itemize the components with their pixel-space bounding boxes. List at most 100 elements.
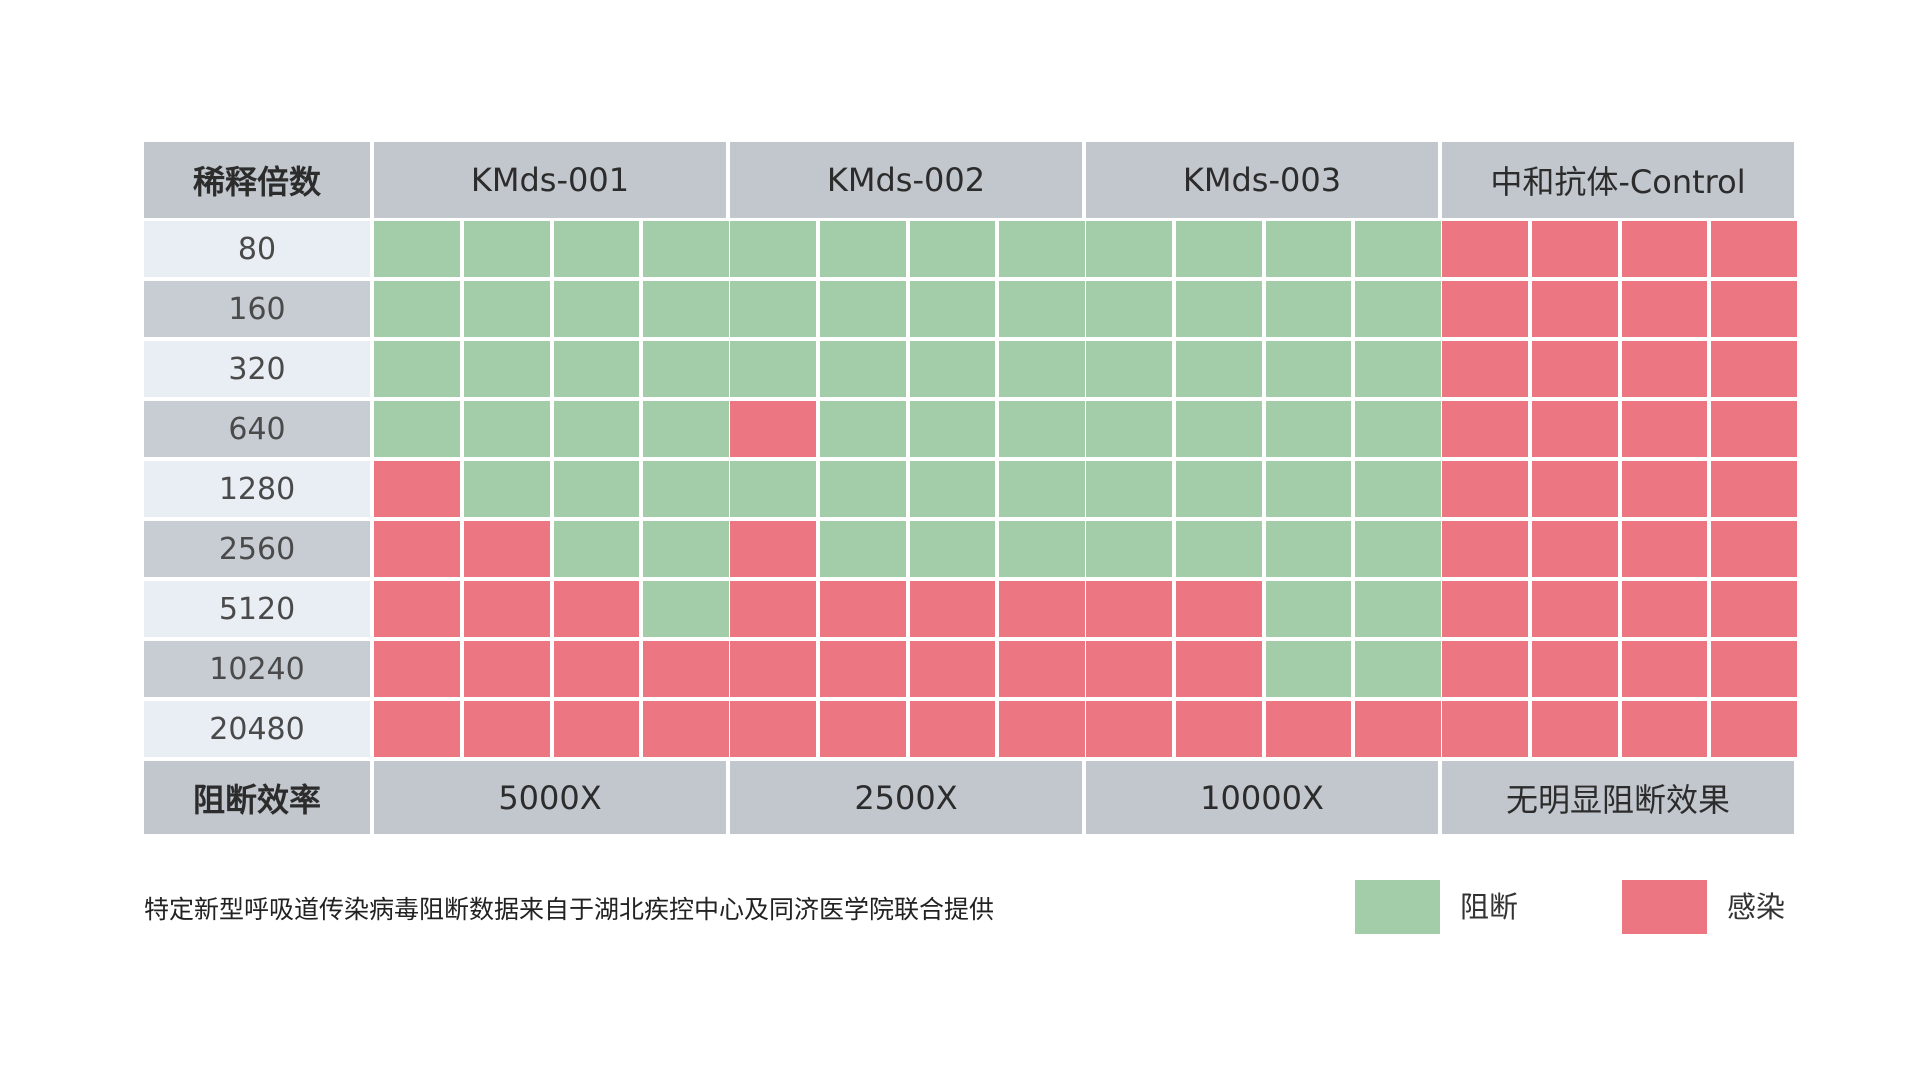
- well-infected: [553, 581, 640, 637]
- well-blocked: [1265, 281, 1352, 337]
- well-blocked: [1265, 581, 1352, 637]
- well-blocked: [553, 221, 640, 277]
- well-blocked: [553, 401, 640, 457]
- well-blocked: [1265, 401, 1352, 457]
- well-blocked: [819, 221, 906, 277]
- blocking-efficiency-value: 2500X: [730, 761, 1082, 834]
- well-infected: [1711, 401, 1798, 457]
- well-blocked: [643, 341, 730, 397]
- well-infected: [1621, 341, 1708, 397]
- well-infected: [1711, 581, 1798, 637]
- well-infected: [1086, 641, 1172, 697]
- well-blocked: [999, 341, 1086, 397]
- well-blocked: [1355, 461, 1442, 517]
- well-blocked: [374, 401, 460, 457]
- well-blocked: [463, 401, 550, 457]
- well-infected: [1442, 401, 1528, 457]
- well-infected: [819, 581, 906, 637]
- well-infected: [1621, 281, 1708, 337]
- well-infected: [1711, 221, 1798, 277]
- well-infected: [1711, 281, 1798, 337]
- well-infected: [1531, 641, 1618, 697]
- well-infected: [1621, 521, 1708, 577]
- well-blocked: [374, 281, 460, 337]
- well-blocked: [730, 281, 816, 337]
- well-infected: [1621, 641, 1708, 697]
- well-blocked: [819, 461, 906, 517]
- dilution-label: 640: [144, 401, 370, 457]
- well-blocked: [643, 581, 730, 637]
- well-infected: [1442, 281, 1528, 337]
- well-infected: [374, 701, 460, 757]
- well-blocked: [1355, 221, 1442, 277]
- well-infected: [1442, 581, 1528, 637]
- well-blocked: [1175, 281, 1262, 337]
- well-blocked: [553, 521, 640, 577]
- well-infected: [1621, 401, 1708, 457]
- blocking-efficiency-value: 无明显阻断效果: [1442, 761, 1794, 834]
- dilution-label: 10240: [144, 641, 370, 697]
- well-blocked: [909, 521, 996, 577]
- well-blocked: [643, 281, 730, 337]
- well-blocked: [1355, 581, 1442, 637]
- well-infected: [1442, 341, 1528, 397]
- well-blocked: [1355, 521, 1442, 577]
- well-infected: [553, 701, 640, 757]
- well-blocked: [1086, 461, 1172, 517]
- well-infected: [1621, 581, 1708, 637]
- well-infected: [1711, 341, 1798, 397]
- well-blocked: [999, 281, 1086, 337]
- well-blocked: [819, 521, 906, 577]
- well-infected: [1531, 521, 1618, 577]
- well-infected: [1442, 701, 1528, 757]
- well-infected: [1711, 641, 1798, 697]
- well-infected: [1442, 461, 1528, 517]
- legend-label-block: 阻断: [1460, 890, 1519, 924]
- well-blocked: [1175, 461, 1262, 517]
- well-blocked: [1355, 281, 1442, 337]
- well-blocked: [999, 221, 1086, 277]
- well-blocked: [1175, 341, 1262, 397]
- well-infected: [1621, 701, 1708, 757]
- well-blocked: [819, 281, 906, 337]
- dilution-label: 160: [144, 281, 370, 337]
- legend-swatch-block: [1355, 880, 1440, 934]
- well-infected: [553, 641, 640, 697]
- footer-row-label: 阻断效率: [144, 761, 370, 834]
- well-infected: [999, 641, 1086, 697]
- well-infected: [374, 581, 460, 637]
- well-blocked: [819, 341, 906, 397]
- well-blocked: [374, 221, 460, 277]
- well-blocked: [553, 281, 640, 337]
- well-blocked: [553, 341, 640, 397]
- well-infected: [909, 701, 996, 757]
- dilution-label: 2560: [144, 521, 370, 577]
- well-infected: [1086, 581, 1172, 637]
- well-blocked: [730, 461, 816, 517]
- well-infected: [463, 521, 550, 577]
- well-blocked: [463, 221, 550, 277]
- well-blocked: [643, 521, 730, 577]
- well-blocked: [1086, 401, 1172, 457]
- well-blocked: [463, 281, 550, 337]
- well-infected: [1531, 461, 1618, 517]
- well-infected: [909, 641, 996, 697]
- column-group-header: KMds-001: [374, 142, 726, 218]
- well-infected: [1175, 581, 1262, 637]
- well-blocked: [819, 401, 906, 457]
- well-infected: [643, 701, 730, 757]
- well-blocked: [1175, 521, 1262, 577]
- well-blocked: [909, 221, 996, 277]
- well-infected: [1711, 521, 1798, 577]
- well-blocked: [909, 281, 996, 337]
- well-blocked: [999, 461, 1086, 517]
- column-group-header: KMds-002: [730, 142, 1082, 218]
- well-infected: [730, 581, 816, 637]
- well-infected: [819, 641, 906, 697]
- well-blocked: [1265, 641, 1352, 697]
- well-blocked: [643, 221, 730, 277]
- well-blocked: [1086, 281, 1172, 337]
- well-blocked: [1086, 221, 1172, 277]
